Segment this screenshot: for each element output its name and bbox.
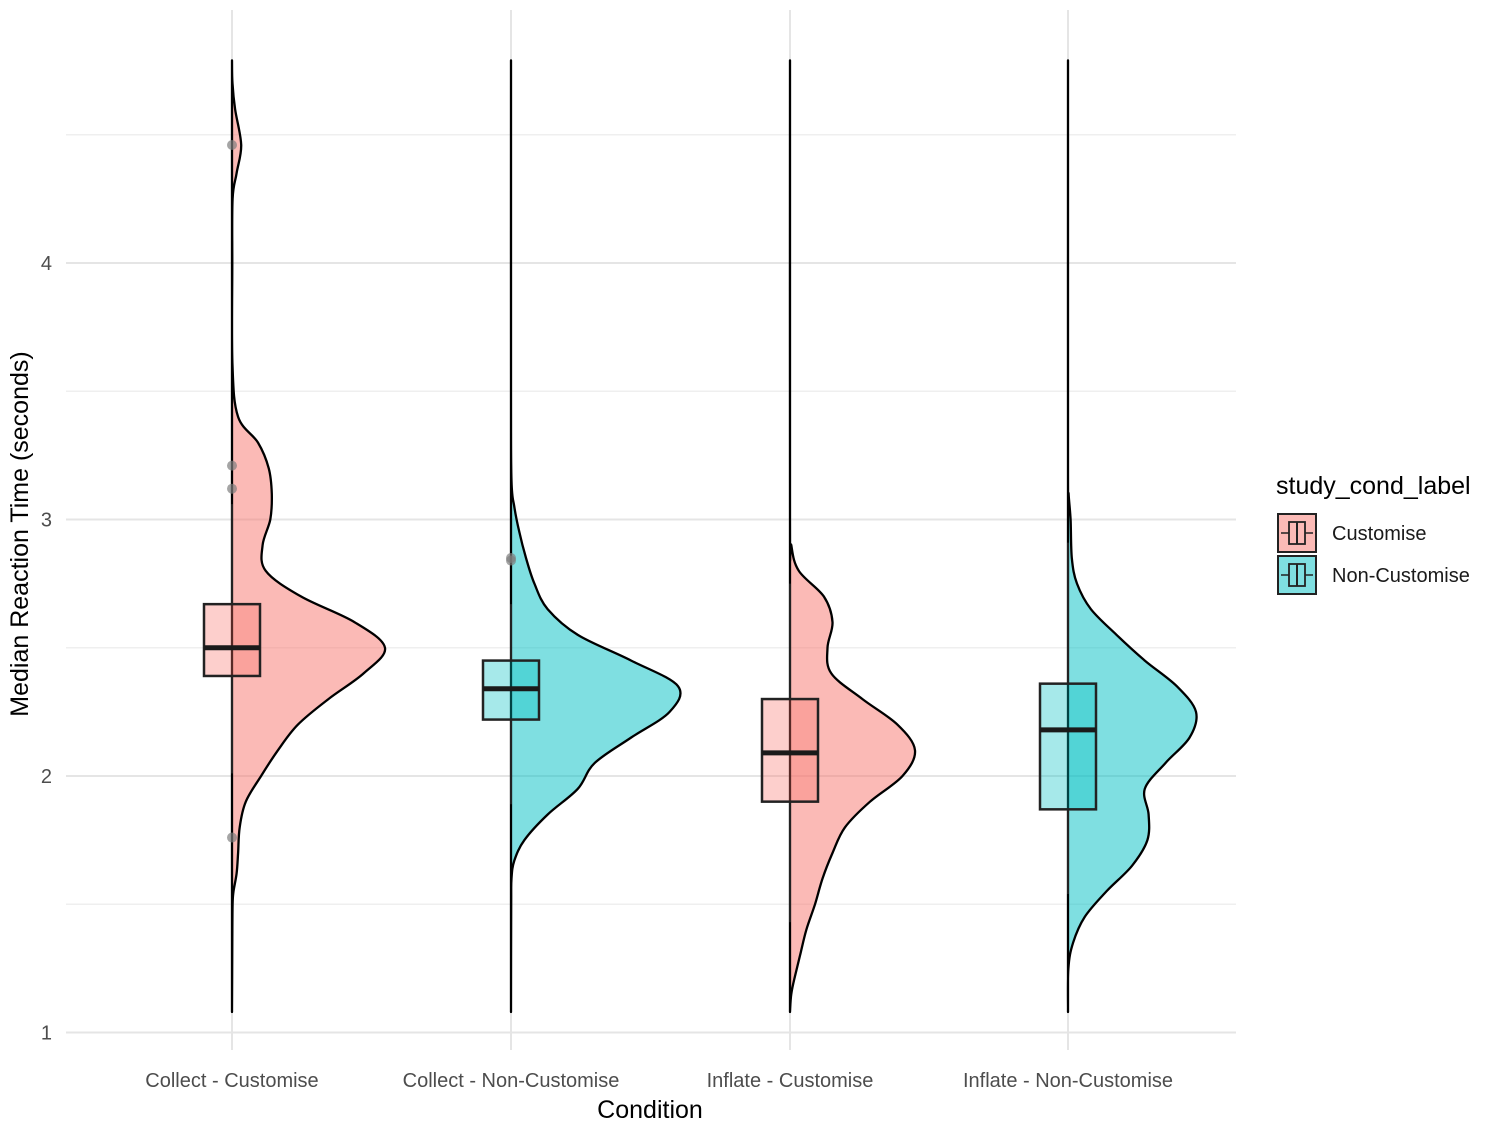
x-tick-label: Inflate - Customise	[707, 1070, 874, 1092]
legend-label: Non-Customise	[1332, 565, 1470, 587]
boxplot-layer	[202, 504, 1098, 923]
density-cloud	[231, 60, 386, 1012]
y-axis-ticks: 1 2 3 4	[41, 253, 52, 1045]
outlier-point	[227, 832, 237, 843]
outlier-point	[506, 555, 516, 566]
outlier-point	[227, 460, 237, 471]
box-iqr	[1038, 682, 1098, 811]
x-axis-title: Condition	[597, 1096, 703, 1124]
legend-entries: Customise Non-Customise	[1277, 513, 1470, 595]
legend-entry: Customise	[1277, 513, 1426, 553]
outlier-point	[227, 483, 237, 494]
legend-entry: Non-Customise	[1277, 555, 1470, 595]
density-layer	[230, 59, 1198, 1014]
box-iqr	[202, 602, 262, 678]
x-axis-ticks: Collect - Customise Collect - Non-Customi…	[145, 1070, 1173, 1092]
legend-title: study_cond_label	[1276, 472, 1471, 500]
density-outline	[230, 59, 387, 1014]
density-cloud	[1067, 60, 1197, 1012]
density-outline	[1066, 59, 1198, 1014]
density-cloud	[789, 60, 916, 1012]
y-tick-label: 3	[41, 510, 52, 532]
legend-label: Customise	[1332, 523, 1426, 545]
box-iqr	[760, 697, 820, 803]
y-tick-label: 1	[41, 1023, 52, 1045]
density-cloud	[510, 60, 681, 1012]
y-tick-label: 4	[41, 253, 52, 275]
x-tick-label: Inflate - Non-Customise	[963, 1070, 1173, 1092]
density-outline	[509, 59, 682, 1014]
y-tick-label: 2	[41, 766, 52, 788]
x-tick-label: Collect - Non-Customise	[403, 1070, 620, 1092]
legend: study_cond_label Customise Non-Customise	[1276, 472, 1471, 595]
density-outline	[788, 59, 917, 1014]
y-axis-title: Median Reaction Time (seconds)	[6, 351, 34, 716]
outlier-point	[227, 140, 237, 151]
x-tick-label: Collect - Customise	[145, 1070, 318, 1092]
outlier-layer	[227, 140, 516, 843]
